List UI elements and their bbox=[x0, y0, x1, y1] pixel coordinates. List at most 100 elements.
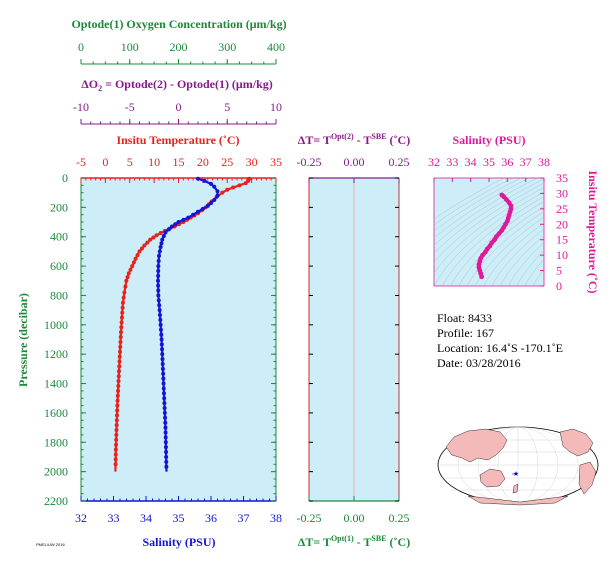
temperature-tick-label: -5 bbox=[76, 155, 86, 169]
delta-t-top-tick-label: 0.25 bbox=[389, 155, 410, 169]
float-id: Float: 8433 bbox=[437, 311, 493, 325]
salinity-point bbox=[164, 464, 169, 469]
temperature-point bbox=[113, 457, 118, 462]
temperature-point bbox=[142, 243, 147, 248]
pressure-tick-label: 1400 bbox=[44, 377, 68, 391]
pressure-tick-label: 200 bbox=[50, 200, 68, 214]
temperature-point bbox=[117, 359, 122, 364]
inset-salinity-tick-label: 37 bbox=[520, 155, 532, 169]
temperature-point bbox=[116, 388, 121, 393]
salinity-tick-label: 35 bbox=[173, 511, 185, 525]
inset-temperature-tick-label: 20 bbox=[556, 217, 568, 231]
temperature-point bbox=[114, 423, 119, 428]
salinity-point bbox=[196, 176, 200, 181]
salinity-point bbox=[160, 347, 165, 352]
temperature-point bbox=[116, 374, 121, 379]
salinity-point bbox=[160, 237, 165, 242]
pressure-tick-label: 400 bbox=[50, 230, 68, 244]
temperature-point bbox=[115, 403, 120, 408]
density-contour bbox=[458, 206, 544, 286]
temperature-point bbox=[113, 452, 118, 457]
inset-temperature-tick-label: 35 bbox=[556, 171, 568, 185]
temperature-point bbox=[120, 305, 125, 310]
salinity-point bbox=[161, 233, 166, 238]
main-plot-area bbox=[80, 177, 277, 502]
temperature-point bbox=[116, 379, 121, 384]
temperature-point bbox=[114, 432, 119, 437]
density-contour bbox=[442, 196, 544, 286]
density-contour bbox=[434, 178, 521, 232]
salinity-point bbox=[156, 288, 161, 293]
temperature-point bbox=[151, 235, 156, 240]
temperature-point bbox=[243, 181, 248, 186]
temperature-tick-label: 25 bbox=[221, 155, 233, 169]
delta-o2-tick-label: 10 bbox=[270, 100, 282, 114]
salinity-point bbox=[209, 181, 213, 186]
temperature-point bbox=[123, 284, 128, 289]
salinity-point bbox=[156, 273, 161, 278]
temperature-point bbox=[130, 264, 135, 269]
salinity-point bbox=[200, 206, 205, 211]
pressure-tick-label: 1000 bbox=[44, 318, 68, 332]
inset-temperature-tick-label: 25 bbox=[556, 202, 568, 216]
temperature-tick-label: 10 bbox=[148, 155, 160, 169]
pressure-tick-label: 1800 bbox=[44, 435, 68, 449]
salinity-point bbox=[163, 230, 168, 235]
salinity-point bbox=[156, 268, 161, 273]
pressure-tick-label: 1200 bbox=[44, 347, 68, 361]
delta-t-axes: -0.25 -0.25 0.00 0.00 0.25 0.25 bbox=[297, 155, 410, 525]
world-map: ★ bbox=[437, 426, 599, 506]
temperature-point bbox=[124, 278, 129, 283]
inset-salinity-tick-label: 34 bbox=[465, 155, 477, 169]
footer-code: PMEL/UW 2016 bbox=[36, 542, 65, 547]
temperature-tick-label: 0 bbox=[102, 155, 108, 169]
density-contour bbox=[434, 191, 544, 286]
salinity-point bbox=[164, 450, 169, 455]
density-contour bbox=[532, 268, 544, 286]
inset-plot-area bbox=[433, 177, 545, 287]
pressure-tick-label: 2200 bbox=[44, 494, 68, 508]
salinity-point bbox=[186, 215, 191, 220]
temperature-point bbox=[119, 320, 124, 325]
temperature-point bbox=[128, 267, 133, 272]
inset-temperature-tick-label: 5 bbox=[556, 264, 562, 278]
salinity-point bbox=[159, 332, 164, 337]
salinity-point bbox=[161, 371, 166, 376]
salinity-point bbox=[156, 298, 161, 303]
pressure-axis-title: Pressure (decibar) bbox=[16, 293, 30, 387]
temperature-point bbox=[131, 260, 136, 265]
salinity-point bbox=[162, 401, 167, 406]
salinity-point bbox=[158, 317, 163, 322]
temperature-point bbox=[115, 408, 120, 413]
inset-temperature-tick-label: 30 bbox=[556, 186, 568, 200]
salinity-point bbox=[205, 203, 210, 208]
temperature-point bbox=[113, 447, 118, 452]
oxygen-tick-label: 300 bbox=[218, 40, 236, 54]
salinity-point bbox=[215, 189, 220, 194]
temperature-tick-label: 35 bbox=[270, 155, 282, 169]
temperature-tick-label: 20 bbox=[197, 155, 209, 169]
temperature-point bbox=[114, 418, 119, 423]
float-location-marker-icon: ★ bbox=[513, 470, 519, 478]
temperature-point bbox=[117, 364, 122, 369]
temperature-point bbox=[231, 185, 236, 190]
salinity-point bbox=[161, 386, 166, 391]
salinity-point bbox=[163, 415, 168, 420]
salinity-point bbox=[161, 381, 166, 386]
delta-t-bottom-tick-label: -0.25 bbox=[297, 511, 322, 525]
salinity-point bbox=[163, 420, 168, 425]
salinity-point bbox=[157, 313, 162, 318]
salinity-point bbox=[161, 391, 166, 396]
salinity-point bbox=[202, 178, 207, 183]
map-land bbox=[445, 428, 597, 506]
salinity-point bbox=[157, 249, 162, 254]
density-contour bbox=[475, 216, 544, 286]
oxygen-tick-label: 200 bbox=[170, 40, 188, 54]
salinity-point bbox=[163, 430, 168, 435]
temperature-point bbox=[118, 330, 123, 335]
temperature-point bbox=[122, 290, 127, 295]
temperature-point bbox=[137, 249, 142, 254]
main-series bbox=[113, 176, 252, 472]
inset-ts-point bbox=[493, 234, 499, 240]
temperature-point bbox=[158, 231, 163, 236]
